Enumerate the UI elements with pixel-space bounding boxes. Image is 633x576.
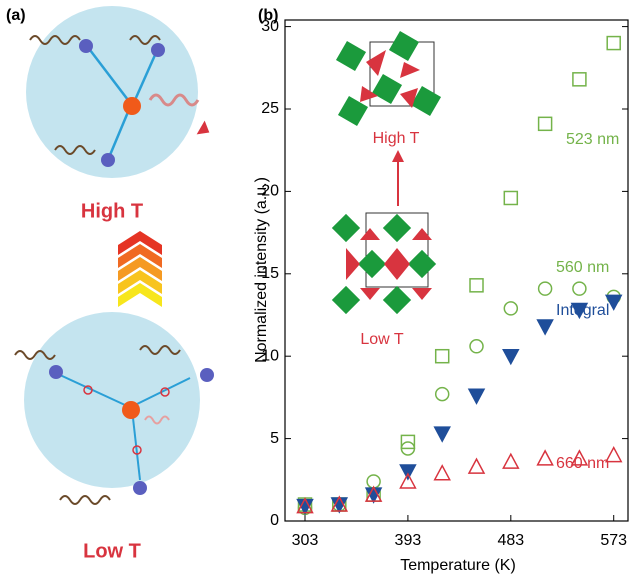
atom — [200, 368, 214, 382]
emission — [144, 415, 170, 425]
panel-label: (a) — [6, 7, 26, 24]
panel-b: (b) Temperature (K) Normalized intensity… — [253, 7, 629, 574]
data-point — [606, 35, 621, 51]
data-point — [502, 452, 520, 469]
series-label: 660 nm — [556, 455, 609, 472]
x-tick-label: 483 — [497, 532, 524, 549]
arrow-head — [392, 150, 404, 162]
data-point — [469, 278, 484, 293]
data-point — [434, 386, 450, 402]
atom — [151, 43, 165, 57]
data-point — [503, 190, 519, 206]
atom — [133, 481, 147, 495]
data-point — [433, 464, 451, 481]
y-tick-label: 30 — [261, 18, 279, 35]
data-point — [503, 301, 519, 316]
atom — [79, 39, 93, 53]
chevrons — [118, 231, 162, 307]
label: Low T — [83, 540, 141, 562]
x-tick-label: 393 — [395, 532, 422, 549]
y-tick-label: 5 — [270, 430, 279, 447]
x-axis-label: Temperature (K) — [400, 557, 516, 574]
data-point — [364, 487, 383, 504]
data-point — [536, 449, 554, 466]
y-tick-label: 25 — [261, 100, 279, 117]
wave — [59, 495, 111, 505]
data-point — [537, 116, 553, 132]
wave — [54, 145, 96, 155]
series-label: 523 nm — [566, 131, 619, 148]
annotation: High T — [373, 130, 420, 147]
data-point — [604, 445, 623, 463]
panel-a: (a) High T — [6, 6, 214, 562]
atom — [49, 365, 63, 379]
center-atom — [122, 401, 140, 419]
series-label: Integral — [556, 302, 609, 319]
data-point — [536, 319, 554, 336]
emission — [148, 93, 200, 107]
inset-high — [335, 30, 442, 127]
wave — [14, 350, 56, 360]
data-point — [537, 281, 553, 296]
data-point — [399, 472, 417, 489]
data-point — [296, 497, 314, 514]
data-point — [467, 457, 486, 474]
data-point — [570, 302, 589, 320]
y-tick-label: 0 — [270, 512, 279, 529]
inset-low — [331, 212, 437, 315]
data-point — [399, 464, 417, 481]
data-point — [330, 495, 349, 512]
wave — [129, 35, 161, 45]
wave — [139, 345, 181, 355]
atom — [101, 153, 115, 167]
data-point — [570, 449, 589, 466]
data-point — [604, 294, 623, 311]
arrows — [89, 49, 157, 156]
data-point — [364, 485, 383, 502]
y-axis-label: Normalized intensity (a.u.) — [253, 177, 270, 363]
blocks — [83, 385, 170, 455]
x-tick-label: 303 — [292, 532, 319, 549]
y-tick-label: 10 — [261, 347, 279, 364]
arrow-head — [196, 120, 210, 135]
plot-frame — [284, 19, 629, 522]
y-tick-label: 15 — [261, 265, 279, 282]
data-point — [400, 441, 416, 456]
annotation: Low T — [360, 331, 404, 348]
label: High T — [81, 200, 143, 222]
data-point — [433, 426, 451, 443]
y-tick-label: 20 — [261, 183, 279, 200]
series-label: 560 nm — [556, 259, 609, 276]
center-atom — [123, 97, 141, 115]
panel-label: (b) — [258, 7, 278, 24]
data-point — [572, 281, 587, 296]
data-point — [572, 72, 587, 87]
data-point — [400, 434, 416, 450]
data-point — [330, 497, 349, 514]
data-point — [434, 348, 450, 364]
data-point — [502, 348, 520, 366]
wave — [29, 35, 81, 45]
data-point — [467, 388, 486, 405]
data-point — [469, 339, 484, 354]
x-tick-label: 573 — [600, 532, 627, 549]
